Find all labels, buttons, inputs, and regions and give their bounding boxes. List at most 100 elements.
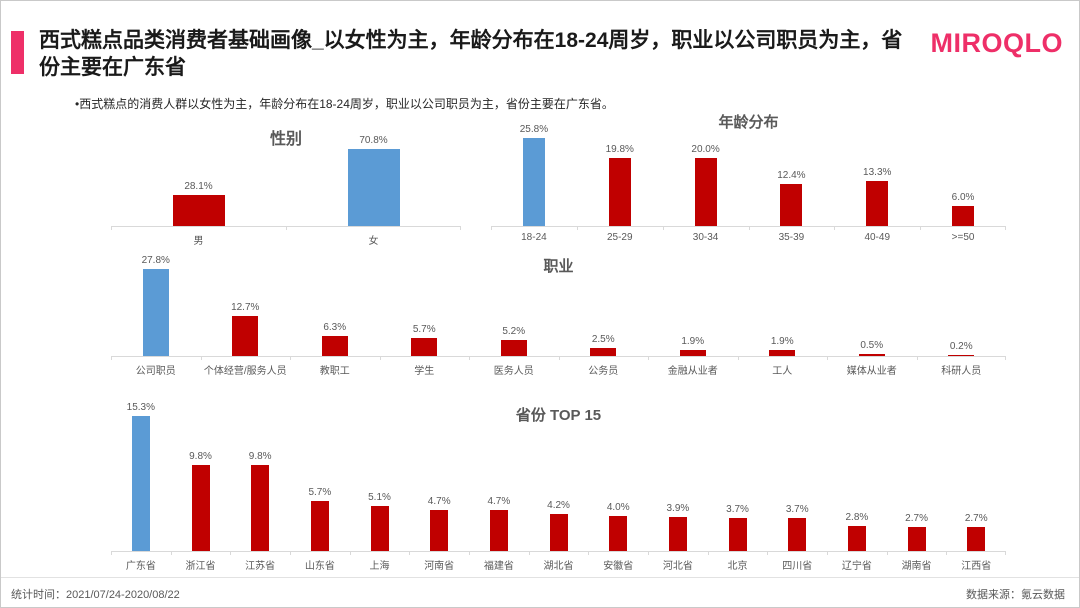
bar-value-label: 5.1% [368,492,391,503]
bar-column: 27.8% [111,251,201,356]
chart-title-occupation: 职业 [543,258,574,275]
category-label: 35-39 [778,232,805,243]
bar-value-label: 15.3% [126,402,156,413]
axis-tick [946,552,948,555]
axis-tick [111,227,112,230]
category-axis: 男女 [111,227,461,247]
category-label: 男 [193,236,204,247]
bar-value-label: 3.7% [785,504,809,515]
bar-value-label: 2.5% [591,334,615,345]
bar-column: 5.7% [290,399,350,551]
bar-column: 0.5% [827,251,917,356]
page-title: 西式糕点品类消费者基础画像_以女性为主，年龄分布在18-24周岁，职业以公司职员… [39,29,903,80]
category-axis: 公司职员 个体经营/服务人员 教职工 学生 医务人员 公务员 金融从业者 工人 媒体从业者 科研人… [111,357,1006,377]
title-accent-bar [11,31,24,74]
bar-column: 5.2% [469,251,559,356]
bar-column: 6.3% [290,251,380,356]
category-label: 工人 [772,366,793,377]
plot-area: 15.3% 9.8% 9.8% 5.7% 5.1% 4.7% 4.7% 4.2% 4.0% 3.9… [111,399,1006,552]
category-label: 辽宁省 [841,561,872,572]
category-label: 四川省 [782,561,813,572]
category-label: 浙江省 [185,561,216,572]
bar-column: 4.7% [409,399,469,551]
axis-ticks [111,357,1006,360]
axis-tick [170,552,172,555]
bar [347,149,400,226]
category-label: 30-34 [692,232,719,243]
bar [251,465,270,551]
category-label: 广东省 [125,561,156,572]
bar-value-label: 5.7% [412,324,436,335]
bar-value-label: 0.5% [860,340,884,351]
bar [430,510,449,551]
plot-area: 25.8% 19.8% 20.0% 12.4% 13.3% 6.0% [491,109,1006,227]
chart-age: 年龄分布 25.8% 19.8% 20.0% 12.4% 13.3% 6.0% 18-24 25… [491,109,1006,248]
bar [952,206,975,226]
axis-tick [916,357,918,360]
bar-value-label: 3.7% [726,504,749,515]
brand-logo: MIROQLO [930,28,1063,58]
bar [694,158,717,226]
category-axis: 广东省 浙江省 江苏省 山东省 上海 河南省 福建省 湖北省 安徽省 河北省 北京 四川省 辽宁省 湖南省… [111,552,1006,572]
bar-value-label: 19.8% [605,144,634,155]
bar-value-label: 5.2% [502,326,526,337]
category-label: 25-29 [606,232,633,243]
axis-tick [748,227,750,230]
bar-value-label: 9.8% [189,451,212,462]
category-label: 上海 [369,561,390,572]
bar [549,514,568,551]
bar-value-label: 20.0% [691,144,720,155]
bar [500,340,527,356]
axis-tick [648,552,649,555]
bar [679,350,706,356]
bar-value-label: 12.7% [231,302,260,313]
bar-value-label: 1.9% [770,336,794,347]
axis-tick [491,227,492,230]
category-label: 公司职员 [135,366,176,377]
bar-column: 9.8% [230,399,290,551]
footer: 统计时间：2021/07/24-2020/08/22 数据来源：氪云数据 [1,577,1079,607]
bar-value-label: 2.8% [845,512,869,523]
chart-title-gender: 性别 [269,131,302,148]
category-label: 安徽省 [603,561,634,572]
summary-bullet: •西式糕点的消费人群以女性为主，年龄分布在18-24周岁，职业以公司职员为主，省… [75,97,614,111]
category-label: 江西省 [961,561,992,572]
bar [866,181,889,226]
axis-tick [111,552,112,555]
bar [370,506,389,551]
bar-value-label: 2.7% [905,513,928,524]
data-source-text: 数据来源：氪云数据 [966,589,1065,601]
axis-tick [648,357,649,360]
axis-tick [200,357,202,360]
bar [847,526,866,551]
axis-tick [576,227,578,230]
axis-tick [886,552,888,555]
bar-column: 70.8% [286,117,461,226]
bar-column: 5.7% [380,251,470,356]
bar-column: 15.3% [111,399,171,551]
category-label: 医务人员 [493,366,534,377]
bar-value-label: 70.8% [359,135,388,146]
chart-province: 省份 TOP 15 15.3% 9.8% 9.8% 5.7% 5.1% 4.7% 4.7% 4.… [111,399,1006,573]
axis-tick [111,357,112,360]
bar-column: 4.2% [529,399,589,551]
chart-title-age: 年龄分布 [718,114,779,131]
axis-tick [290,357,291,360]
bar-column: 3.7% [767,399,827,551]
bar [232,316,259,356]
bar-value-label: 4.2% [547,500,570,511]
bar-value-label: 2.7% [964,513,988,524]
category-label: 北京 [727,561,748,572]
category-axis: 18-24 25-29 30-34 35-39 40-49 >=50 [491,227,1006,243]
bar [668,517,687,551]
category-label: 河北省 [662,561,693,572]
axis-tick [379,357,381,360]
axis-tick [290,552,291,555]
axis-tick [460,227,461,230]
category-label: 媒体从业者 [846,366,897,377]
bar-column: 2.8% [827,399,887,551]
bar [948,355,975,356]
axis-tick [767,552,769,555]
bar [522,138,545,226]
